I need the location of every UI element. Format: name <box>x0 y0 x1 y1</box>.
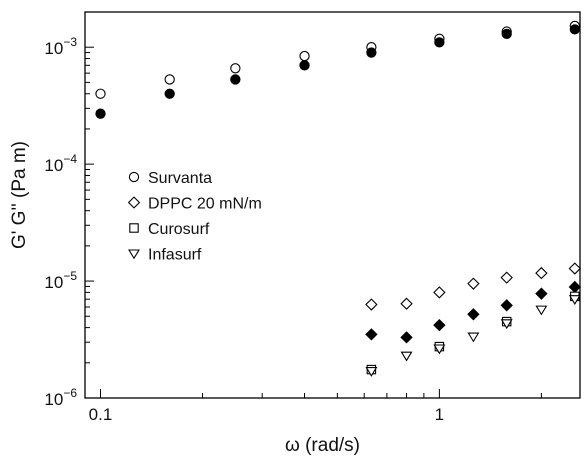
data-point-diamond-open <box>365 298 378 311</box>
data-point-circle-open <box>299 50 310 62</box>
x-tick-label: 0.1 <box>89 405 113 424</box>
legend-label: Infasurf <box>148 247 202 264</box>
data-point-triangle-down-open <box>433 344 446 355</box>
data-point-triangle-down-open <box>500 319 513 330</box>
data-point-circle-filled <box>299 60 310 71</box>
data-point-diamond-filled <box>400 331 413 344</box>
data-point-diamond-filled <box>500 299 513 312</box>
data-points <box>95 20 581 377</box>
tick-labels: 0.1 1 10−6 10−5 10−4 10−3 <box>44 35 444 424</box>
data-point-diamond-filled <box>568 280 581 294</box>
data-point-diamond-filled <box>467 308 480 321</box>
data-point-circle-filled <box>230 74 241 85</box>
data-point-diamond-open <box>400 297 413 310</box>
legend-marker-circle <box>128 171 140 183</box>
plot-frame <box>84 11 581 399</box>
data-point-circle-filled <box>95 108 106 119</box>
data-point-diamond-open <box>467 277 480 290</box>
data-point-triangle-down-open <box>467 332 480 343</box>
legend-marker-square <box>129 223 139 233</box>
data-point-circle-open <box>230 63 241 74</box>
legend: Survanta DPPC 20 mN/m Curosurf Infasurf <box>127 170 262 264</box>
data-point-triangle-down-open <box>568 295 581 305</box>
data-point-circle-open <box>95 88 106 99</box>
y-tick-label: 10−5 <box>44 269 77 292</box>
data-point-diamond-open <box>568 262 581 275</box>
data-point-circle-open <box>164 74 175 85</box>
legend-marker-triangle-down <box>128 249 140 260</box>
data-point-circle-filled <box>569 24 580 35</box>
y-tick-label: 10−6 <box>44 386 77 409</box>
data-point-diamond-filled <box>433 318 446 332</box>
data-point-circle-filled <box>366 47 377 58</box>
data-point-diamond-open <box>535 266 548 280</box>
legend-label: Survanta <box>148 170 212 187</box>
legend-label: Curosurf <box>148 221 210 238</box>
y-axis-label: G' G'' (Pa m) <box>9 141 30 249</box>
data-point-diamond-filled <box>535 287 548 300</box>
data-point-circle-filled <box>164 88 175 99</box>
data-point-circle-filled <box>501 28 512 40</box>
x-tick-label: 1 <box>435 405 444 424</box>
data-point-diamond-filled <box>365 328 378 341</box>
legend-marker-diamond <box>127 196 141 209</box>
data-point-circle-filled <box>434 37 445 48</box>
legend-label: DPPC 20 mN/m <box>148 196 262 213</box>
data-point-triangle-down-open <box>400 351 413 362</box>
data-point-diamond-open <box>433 286 446 299</box>
data-point-triangle-down-open <box>365 367 378 377</box>
y-tick-label: 10−4 <box>44 152 77 175</box>
y-tick-label: 10−3 <box>44 35 77 58</box>
x-axis-label: ω (rad/s) <box>285 435 360 456</box>
data-point-triangle-down-open <box>535 305 548 316</box>
data-point-diamond-open <box>500 271 513 284</box>
